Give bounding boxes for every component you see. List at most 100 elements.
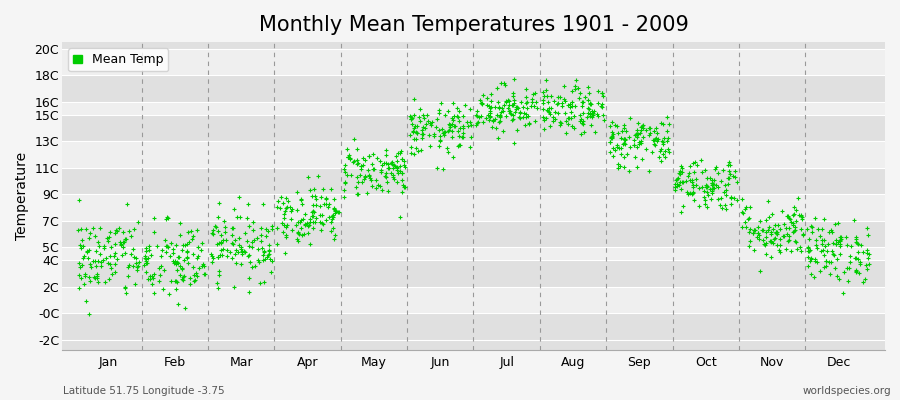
Point [433,133,447,140]
Point [175,264,189,271]
Point [686,159,700,166]
Point [107,261,122,268]
Point [121,273,135,279]
Point [686,190,700,196]
Point [821,241,835,248]
Point [443,124,457,130]
Point [198,270,212,277]
Point [291,229,305,236]
Point [567,125,581,131]
Point [292,231,306,237]
Point [446,154,461,160]
Point [505,117,519,123]
Point [658,154,672,160]
Point [451,143,465,149]
Point [256,249,271,256]
Point [809,245,824,251]
Point [516,104,530,110]
Point [241,288,256,295]
Point [822,229,836,236]
Point [446,100,461,106]
Point [298,221,312,228]
Point [685,178,699,185]
Point [290,236,304,242]
Point [229,260,243,266]
Point [724,200,739,207]
Point [73,264,87,270]
Point [572,95,587,101]
Point [101,238,115,245]
Point [119,236,133,242]
Point [568,86,582,92]
Point [97,245,112,252]
Point [494,80,508,86]
Point [366,166,381,172]
Point [146,275,160,282]
Point [142,243,157,249]
Point [773,236,788,242]
Point [214,232,229,238]
Point [187,278,202,284]
Point [341,154,356,161]
Point [736,209,751,216]
Point [402,132,417,138]
Point [573,116,588,123]
Point [836,289,850,296]
Point [118,250,132,256]
Point [559,118,573,124]
Point [668,181,682,187]
Point [590,113,605,119]
Point [337,194,351,201]
Point [439,145,454,151]
Point [120,201,134,207]
Point [442,126,456,133]
Point [811,226,825,232]
Point [102,276,116,282]
Point [365,151,380,158]
Point [636,122,651,128]
Point [724,194,739,200]
Point [837,268,851,275]
Point [742,204,757,210]
Point [251,256,266,263]
Point [479,114,493,121]
Point [514,99,528,105]
Point [397,184,411,190]
Point [390,157,404,164]
Point [414,131,428,137]
Point [228,251,242,257]
Point [220,247,235,253]
Point [259,225,274,232]
Point [362,172,376,178]
Point [101,260,115,266]
Point [140,256,154,262]
Point [764,210,778,217]
Point [714,195,728,202]
Point [254,232,268,238]
Point [359,190,374,196]
Point [505,102,519,108]
Point [418,125,432,131]
Point [630,133,644,140]
Point [157,286,171,292]
Point [585,112,599,118]
Point [223,248,238,255]
Point [278,224,293,230]
Point [554,93,568,100]
Point [208,222,222,229]
Point [605,133,619,140]
Point [828,220,842,227]
Point [580,84,595,90]
Point [627,142,642,148]
Point [648,142,662,148]
Point [152,278,166,284]
Point [565,103,580,110]
Point [721,162,735,168]
Point [571,85,585,92]
Point [554,120,568,126]
Point [427,132,441,139]
Point [752,230,766,236]
Point [417,114,431,121]
Point [226,225,240,232]
Point [387,162,401,168]
